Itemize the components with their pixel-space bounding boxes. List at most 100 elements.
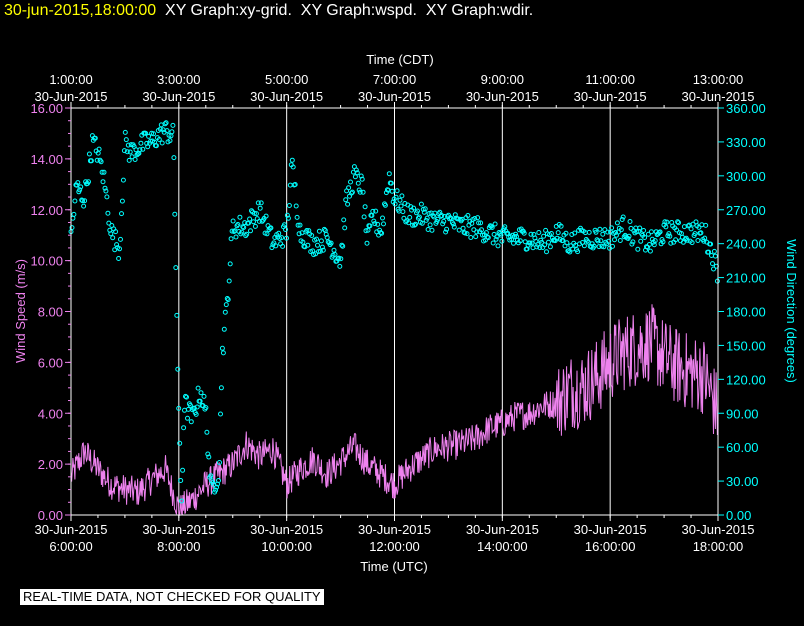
wind-direction-point [427, 222, 433, 228]
wind-direction-point [514, 237, 520, 243]
wind-direction-point [483, 230, 489, 236]
wind-direction-point [118, 236, 123, 242]
bottom-tick-date: 30-Jun-2015 [250, 522, 323, 537]
wind-direction-point [572, 230, 578, 236]
wind-direction-point [464, 231, 470, 237]
wind-direction-point [317, 248, 323, 254]
wind-direction-point [663, 224, 669, 230]
wind-direction-point [410, 222, 416, 228]
wind-direction-point [642, 235, 648, 240]
left-tick-label: 6.00 [38, 355, 63, 370]
wind-direction-point [227, 261, 233, 267]
wind-direction-point [244, 231, 250, 237]
wind-direction-point [251, 219, 256, 225]
wind-speed-line [70, 304, 719, 517]
disclaimer: REAL-TIME DATA, NOT CHECKED FOR QUALITY [20, 589, 324, 605]
top-tick-time: 5:00:00 [265, 72, 308, 87]
bottom-tick-time: 6:00:00 [49, 539, 92, 554]
wind-direction-point [323, 231, 329, 237]
bottom-tick-time: 10:00:00 [261, 539, 312, 554]
wind-direction-point [361, 214, 367, 220]
wind-direction-point [657, 229, 663, 235]
wind-direction-point [619, 217, 625, 222]
left-tick-label: 8.00 [38, 305, 63, 320]
wind-direction-point [685, 223, 691, 229]
wind-direction-point [340, 243, 346, 249]
wind-direction-point [548, 231, 554, 236]
wind-direction-point [181, 425, 187, 431]
wind-direction-point [338, 256, 344, 262]
wind-direction-point [345, 201, 351, 207]
wind-direction-point [132, 157, 138, 162]
wind-direction-point [459, 216, 465, 222]
wind-direction-point [328, 240, 334, 246]
wind-direction-point [343, 197, 349, 203]
wind-direction-point [206, 454, 212, 460]
wind-direction-point [218, 411, 223, 417]
wind-direction-point [595, 238, 601, 244]
wind-direction-point [451, 224, 457, 230]
wind-direction-point [225, 297, 231, 303]
wind-direction-point [324, 235, 330, 240]
wind-direction-point [684, 237, 690, 243]
wind-direction-point [203, 405, 209, 411]
top-tick-time: 13:00:00 [693, 72, 744, 87]
wind-direction-point [419, 220, 425, 226]
wind-direction-point [593, 229, 599, 235]
wind-direction-point [80, 198, 86, 204]
wind-direction-point [357, 189, 363, 195]
wind-direction-point [695, 238, 701, 243]
wind-direction-point [541, 233, 547, 239]
wind-direction-point [359, 176, 365, 182]
wind-direction-point [567, 249, 573, 255]
wind-direction-point [314, 236, 319, 242]
wind-direction-point [393, 194, 399, 200]
wind-direction-point [119, 198, 125, 204]
wind-direction-point [197, 398, 203, 404]
wind-direction-point [113, 229, 119, 235]
top-tick-date: 30-Jun-2015 [466, 89, 539, 104]
wind-direction-point [217, 460, 222, 465]
bottom-tick-time: 14:00:00 [477, 539, 528, 554]
wind-direction-point [138, 140, 144, 146]
wind-direction-point [240, 224, 246, 230]
wind-direction-point [667, 233, 673, 239]
wind-direction-point [276, 230, 282, 236]
wind-direction-point [96, 146, 102, 152]
wind-direction-point [293, 203, 299, 209]
wind-direction-point [219, 345, 225, 351]
wind-direction-point [380, 215, 385, 221]
wind-direction-point [69, 225, 75, 231]
wind-direction-point [305, 242, 311, 248]
wind-direction-point [108, 231, 114, 237]
right-tick-label: 0.00 [726, 508, 751, 523]
left-axis-label: Wind Speed (m/s) [13, 259, 28, 363]
wind-direction-point [71, 211, 77, 217]
wind-direction-point [399, 193, 405, 199]
wind-direction-point [698, 230, 704, 236]
wind-direction-point [77, 187, 83, 193]
wind-direction-point [398, 203, 404, 209]
wind-direction-point [159, 140, 165, 146]
left-tick-label: 16.00 [30, 101, 63, 116]
wind-direction-point [688, 226, 694, 232]
wind-direction-point [140, 146, 146, 152]
wind-direction-point [493, 236, 499, 242]
bottom-axis: 30-Jun-2015 6:00:00 30-Jun-2015 8:00:00 30-J… [35, 515, 755, 554]
top-axis: 1:00:00 30-Jun-2015 3:00:00 30-Jun-2015 5:00… [35, 72, 755, 108]
wind-direction-point [364, 240, 370, 246]
wind-direction-point [194, 404, 200, 410]
wind-direction-point [406, 220, 412, 226]
wind-direction-point [460, 225, 466, 231]
wind-direction-point [614, 220, 620, 226]
wind-direction-point [100, 179, 106, 185]
wind-direction-point [352, 174, 358, 180]
wind-direction-point [407, 214, 413, 220]
wind-direction-point [601, 244, 607, 250]
wind-direction-point [279, 235, 285, 241]
right-tick-label: 30.00 [726, 474, 759, 489]
left-axis: 0.00 2.00 4.00 6.00 8.00 10.00 12.00 14.00 16.00 [30, 101, 71, 523]
wind-direction-point [258, 200, 264, 206]
right-tick-label: 330.00 [726, 135, 766, 150]
top-tick-time: 9:00:00 [481, 72, 524, 87]
